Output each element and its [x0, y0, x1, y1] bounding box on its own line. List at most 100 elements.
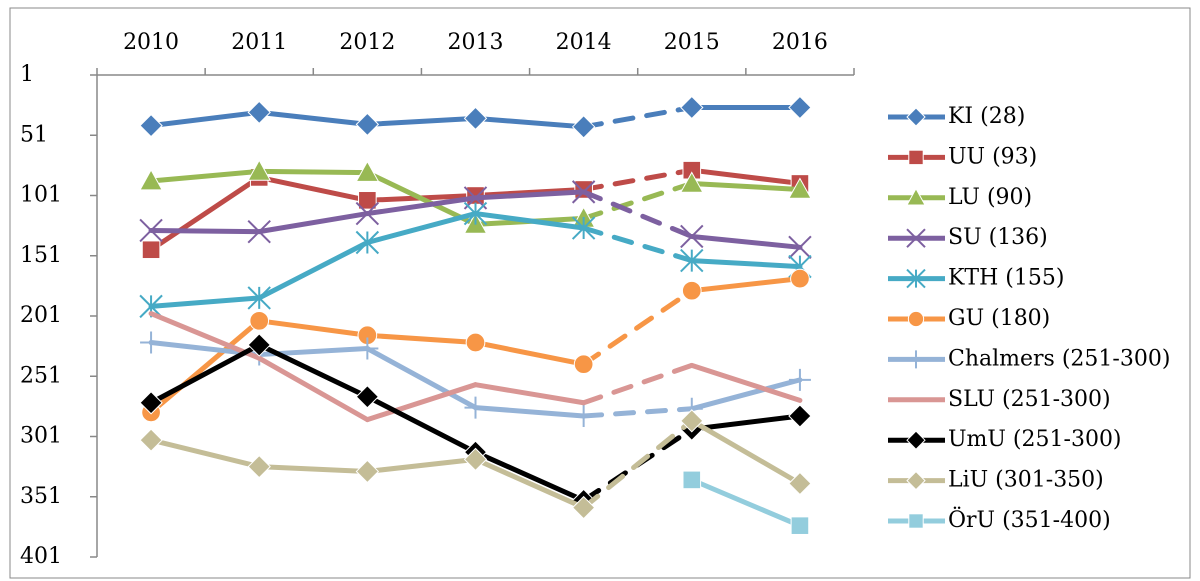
line-segment [689, 180, 803, 192]
line-segment [364, 382, 478, 423]
line-segment [689, 377, 803, 412]
data-point [464, 396, 487, 419]
line-segment [473, 189, 587, 201]
data-point [141, 240, 161, 260]
line-segment [689, 276, 803, 294]
data-point [788, 177, 812, 199]
line-segment [581, 105, 695, 130]
data-point [355, 160, 380, 182]
line-segment [364, 456, 478, 474]
data-point [906, 470, 926, 491]
line-segment [148, 227, 262, 235]
line-segment [364, 115, 478, 127]
legend-label: LU (90) [948, 185, 1032, 210]
line-segment [256, 342, 370, 400]
series: LU (90) [139, 159, 1032, 234]
legend-label: UmU (251-300) [948, 427, 1122, 452]
series: UU (93) [141, 144, 1037, 260]
data-point [571, 180, 596, 204]
y-tick-label: 301 [20, 424, 62, 449]
line-segment [581, 189, 695, 239]
y-tick-label: 201 [20, 303, 62, 328]
data-point [906, 430, 926, 450]
data-point [571, 495, 596, 520]
y-tick-label: 151 [20, 243, 62, 268]
data-point [247, 454, 271, 479]
x-tick-label: 2012 [339, 30, 395, 55]
line-segment [256, 109, 370, 127]
data-point [139, 113, 163, 138]
line-segment [148, 174, 262, 253]
data-point [788, 471, 812, 496]
data-point [139, 428, 163, 452]
data-point [571, 216, 596, 240]
data-point [139, 218, 163, 243]
data-point [681, 280, 702, 301]
line-segment [364, 394, 478, 455]
data-point [788, 404, 812, 428]
data-point [465, 332, 486, 353]
legend-label: SU (136) [948, 225, 1048, 250]
legend-label: ÖrU (351-400) [948, 506, 1111, 533]
series: KI (28) [139, 95, 1025, 139]
line-segment [256, 174, 370, 203]
x-tick-label: 2010 [123, 30, 179, 55]
legend-label: Chalmers (251-300) [948, 346, 1170, 371]
line-segment [581, 418, 695, 511]
y-tick-label: 51 [20, 122, 48, 147]
data-point [907, 350, 925, 369]
line-segment [148, 295, 262, 309]
line-segment [581, 288, 695, 367]
line-segment [364, 346, 478, 411]
line-segment [256, 464, 370, 474]
x-tick-label: 2015 [664, 30, 720, 55]
series: LiU (301-350) [139, 409, 1104, 520]
data-point [247, 333, 271, 357]
data-point [908, 149, 924, 166]
y-tick-label: 351 [20, 484, 62, 509]
y-tick-label: 101 [20, 183, 62, 208]
data-point [355, 385, 380, 409]
line-segment [689, 413, 803, 432]
line-segment [256, 318, 370, 338]
line-segment [256, 211, 370, 235]
data-point [247, 286, 271, 310]
series: KTH (155) [139, 201, 1064, 319]
line-segment [473, 115, 587, 130]
line-segment [689, 167, 803, 186]
legend-label: LiU (301-350) [948, 468, 1104, 493]
line-segment [473, 211, 587, 231]
line-segment [689, 258, 803, 270]
legend-label: SLU (251-300) [948, 387, 1111, 412]
data-point [680, 224, 704, 249]
line-segment [689, 233, 803, 250]
y-tick-label: 251 [20, 363, 62, 388]
data-point [139, 169, 163, 191]
line-segment [364, 170, 478, 227]
line-segment [148, 318, 262, 415]
line-segment [364, 195, 478, 217]
x-tick-label: 2014 [556, 30, 612, 55]
data-point [463, 447, 488, 472]
line-segment [473, 340, 587, 367]
data-point [247, 159, 272, 181]
data-point [247, 100, 271, 125]
line-segment [364, 332, 478, 346]
line-segment [473, 405, 587, 419]
data-point [356, 337, 379, 360]
data-point [906, 228, 926, 248]
data-point [788, 368, 811, 391]
line-segment [689, 477, 803, 529]
line-segment [689, 418, 803, 486]
data-point [679, 171, 704, 193]
x-tick-label: 2011 [231, 30, 287, 55]
data-point [355, 459, 380, 484]
line-segment [581, 225, 695, 264]
line-segment [256, 355, 370, 423]
x-tick-label: 2016 [772, 30, 828, 55]
data-point [907, 310, 925, 328]
series: SLU (251-300) [148, 311, 1111, 423]
series: UmU (251-300) [139, 333, 1122, 513]
line-segment [473, 456, 587, 511]
